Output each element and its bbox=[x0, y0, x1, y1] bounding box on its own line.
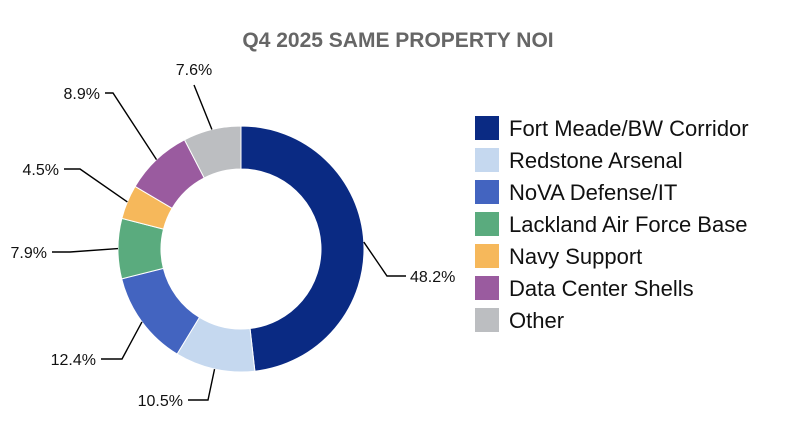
legend-swatch-redstone-arsenal bbox=[475, 148, 499, 172]
legend-label-redstone-arsenal: Redstone Arsenal bbox=[509, 148, 683, 173]
legend-label-other: Other bbox=[509, 308, 564, 333]
legend-swatch-data-center-shells bbox=[475, 276, 499, 300]
leader-line-redstone-arsenal bbox=[188, 368, 216, 401]
legend-label-nova-defense-it: NoVA Defense/IT bbox=[509, 180, 677, 205]
leader-line-data-center-shells bbox=[105, 92, 158, 160]
leader-line-nova-defense-it bbox=[101, 321, 143, 360]
legend-label-data-center-shells: Data Center Shells bbox=[509, 276, 694, 301]
slice-fort-meade-bw-corridor bbox=[240, 125, 365, 372]
data-label-navy-support: 4.5% bbox=[23, 162, 59, 179]
data-label-redstone-arsenal: 10.5% bbox=[138, 393, 183, 410]
legend-item-data-center-shells: Data Center Shells bbox=[475, 276, 694, 301]
legend-label-fort-meade-bw-corridor: Fort Meade/BW Corridor bbox=[509, 116, 749, 141]
slice-other bbox=[183, 125, 242, 179]
leader-line-other bbox=[193, 84, 213, 130]
legend-label-navy-support: Navy Support bbox=[509, 244, 642, 269]
legend: Fort Meade/BW Corridor Redstone Arsenal No… bbox=[475, 116, 749, 333]
legend-swatch-fort-meade-bw-corridor bbox=[475, 116, 499, 140]
legend-item-redstone-arsenal: Redstone Arsenal bbox=[475, 148, 683, 173]
donut-slices bbox=[117, 125, 365, 373]
legend-item-lackland-air-force-base: Lackland Air Force Base bbox=[475, 212, 747, 237]
legend-item-other: Other bbox=[475, 308, 564, 333]
data-label-other: 7.6% bbox=[176, 62, 212, 79]
legend-label-lackland-air-force-base: Lackland Air Force Base bbox=[509, 212, 747, 237]
legend-swatch-lackland-air-force-base bbox=[475, 212, 499, 236]
data-label-lackland-air-force-base: 7.9% bbox=[11, 245, 47, 262]
legend-item-nova-defense-it: NoVA Defense/IT bbox=[475, 180, 677, 205]
leader-line-fort-meade-bw-corridor bbox=[363, 241, 406, 277]
legend-swatch-navy-support bbox=[475, 244, 499, 268]
chart-title: Q4 2025 SAME PROPERTY NOI bbox=[242, 29, 553, 52]
leader-line-navy-support bbox=[64, 168, 128, 203]
data-label-fort-meade-bw-corridor: 48.2% bbox=[410, 269, 455, 286]
data-label-nova-defense-it: 12.4% bbox=[51, 352, 96, 369]
legend-swatch-other bbox=[475, 308, 499, 332]
data-labels: 48.2% 10.5% 12.4% 7.9% 4.5% 8.9% 7.6% bbox=[11, 62, 456, 410]
legend-item-fort-meade-bw-corridor: Fort Meade/BW Corridor bbox=[475, 116, 749, 141]
leader-lines bbox=[52, 84, 406, 401]
legend-swatch-nova-defense-it bbox=[475, 180, 499, 204]
legend-item-navy-support: Navy Support bbox=[475, 244, 642, 269]
leader-line-lackland-air-force-base bbox=[52, 247, 119, 253]
data-label-data-center-shells: 8.9% bbox=[64, 86, 100, 103]
